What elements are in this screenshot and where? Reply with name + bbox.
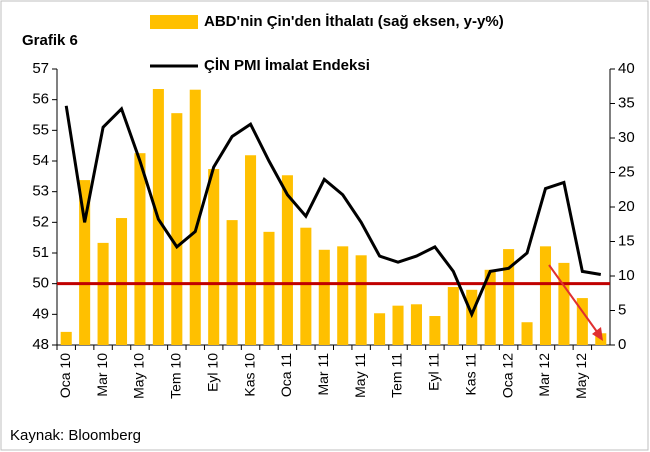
bar [263, 231, 275, 345]
arrow-head [592, 327, 603, 341]
bar [392, 305, 404, 345]
x-tick-label: Eyl 11 [426, 353, 442, 391]
bar [355, 255, 367, 345]
y-tick-label: 52 [32, 213, 49, 230]
bar [171, 113, 183, 345]
y-tick-label: 57 [32, 60, 49, 77]
x-tick-label: Kas 11 [462, 353, 478, 396]
bar [115, 218, 128, 345]
y-tick-label: 51 [32, 244, 49, 261]
bar [318, 249, 330, 345]
y-tick-label: 54 [32, 152, 49, 169]
bar [447, 287, 459, 345]
x-tick-label: Oca 12 [499, 353, 515, 398]
x-tick-label: May 12 [573, 353, 589, 399]
x-tick-label: Mar 10 [94, 353, 110, 397]
bar [79, 180, 91, 345]
y2-tick-label: 30 [618, 129, 635, 146]
y2-tick-label: 20 [618, 198, 635, 215]
y-tick-label: 56 [32, 91, 49, 108]
x-tick-label: Kas 10 [241, 353, 257, 397]
legend-swatch [150, 15, 198, 29]
bar [208, 169, 220, 345]
bar [484, 269, 496, 345]
source: Kaynak: Bloomberg [10, 427, 141, 444]
y-tick-label: 55 [32, 121, 49, 138]
legend-label: ABD'nin Çin'den İthalatı (sağ eksen, y-y… [204, 13, 504, 30]
x-tick-label: Oca 10 [57, 353, 73, 398]
bar [374, 313, 386, 345]
x-tick-label: Mar 12 [536, 353, 552, 397]
x-tick-label: Tem 10 [168, 353, 184, 399]
bar [337, 246, 349, 345]
trend-arrow [548, 264, 601, 337]
y2-tick-label: 25 [618, 163, 635, 180]
x-tick-label: Mar 11 [315, 353, 331, 396]
y-tick-label: 49 [32, 305, 49, 322]
y-tick-label: 50 [32, 275, 49, 292]
x-tick-label: May 11 [352, 353, 368, 398]
bar [410, 304, 422, 345]
bar [576, 298, 588, 345]
chart-title: Grafik 6 [22, 32, 78, 49]
y2-tick-label: 15 [618, 232, 635, 249]
y2-tick-label: 0 [618, 336, 626, 353]
bar [300, 227, 312, 345]
x-tick-label: Tem 11 [389, 353, 405, 398]
bar [245, 155, 257, 345]
y2-tick-label: 5 [618, 301, 626, 318]
bar [521, 322, 533, 345]
legend-label: ÇİN PMI İmalat Endeksi [204, 57, 370, 74]
y-tick-label: 53 [32, 183, 49, 200]
x-tick-label: May 10 [131, 353, 147, 399]
y2-tick-label: 35 [618, 94, 635, 111]
bar [281, 175, 293, 345]
y2-tick-label: 40 [618, 60, 635, 77]
bar [429, 316, 441, 345]
x-tick-label: Oca 11 [278, 353, 294, 397]
y2-tick-label: 10 [618, 267, 635, 284]
bar [189, 89, 201, 345]
line [64, 105, 602, 319]
bar [97, 242, 109, 345]
y-tick-label: 48 [32, 336, 49, 353]
bar [60, 331, 72, 345]
bar [134, 153, 146, 345]
bar [503, 249, 515, 345]
x-tick-label: Eyl 10 [204, 353, 220, 392]
bar [539, 246, 552, 345]
bar [558, 262, 570, 345]
